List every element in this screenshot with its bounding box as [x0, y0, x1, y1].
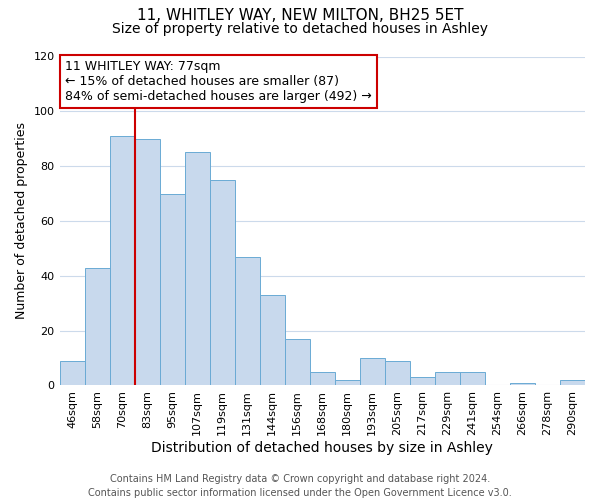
Bar [235, 256, 260, 386]
Bar [209, 180, 235, 386]
Text: 11 WHITLEY WAY: 77sqm
← 15% of detached houses are smaller (87)
84% of semi-deta: 11 WHITLEY WAY: 77sqm ← 15% of detached … [65, 60, 371, 103]
Bar [460, 372, 485, 386]
Text: Size of property relative to detached houses in Ashley: Size of property relative to detached ho… [112, 22, 488, 36]
Bar [285, 339, 310, 386]
Text: Contains HM Land Registry data © Crown copyright and database right 2024.
Contai: Contains HM Land Registry data © Crown c… [88, 474, 512, 498]
Bar [435, 372, 460, 386]
Bar [385, 361, 410, 386]
Y-axis label: Number of detached properties: Number of detached properties [15, 122, 28, 320]
Bar [110, 136, 134, 386]
Text: 11, WHITLEY WAY, NEW MILTON, BH25 5ET: 11, WHITLEY WAY, NEW MILTON, BH25 5ET [137, 8, 463, 22]
Bar [160, 194, 185, 386]
Bar [134, 138, 160, 386]
Bar [410, 377, 435, 386]
Bar [59, 361, 85, 386]
Bar [310, 372, 335, 386]
Bar [360, 358, 385, 386]
Bar [510, 382, 535, 386]
X-axis label: Distribution of detached houses by size in Ashley: Distribution of detached houses by size … [151, 441, 493, 455]
Bar [335, 380, 360, 386]
Bar [560, 380, 585, 386]
Bar [85, 268, 110, 386]
Bar [185, 152, 209, 386]
Bar [260, 295, 285, 386]
